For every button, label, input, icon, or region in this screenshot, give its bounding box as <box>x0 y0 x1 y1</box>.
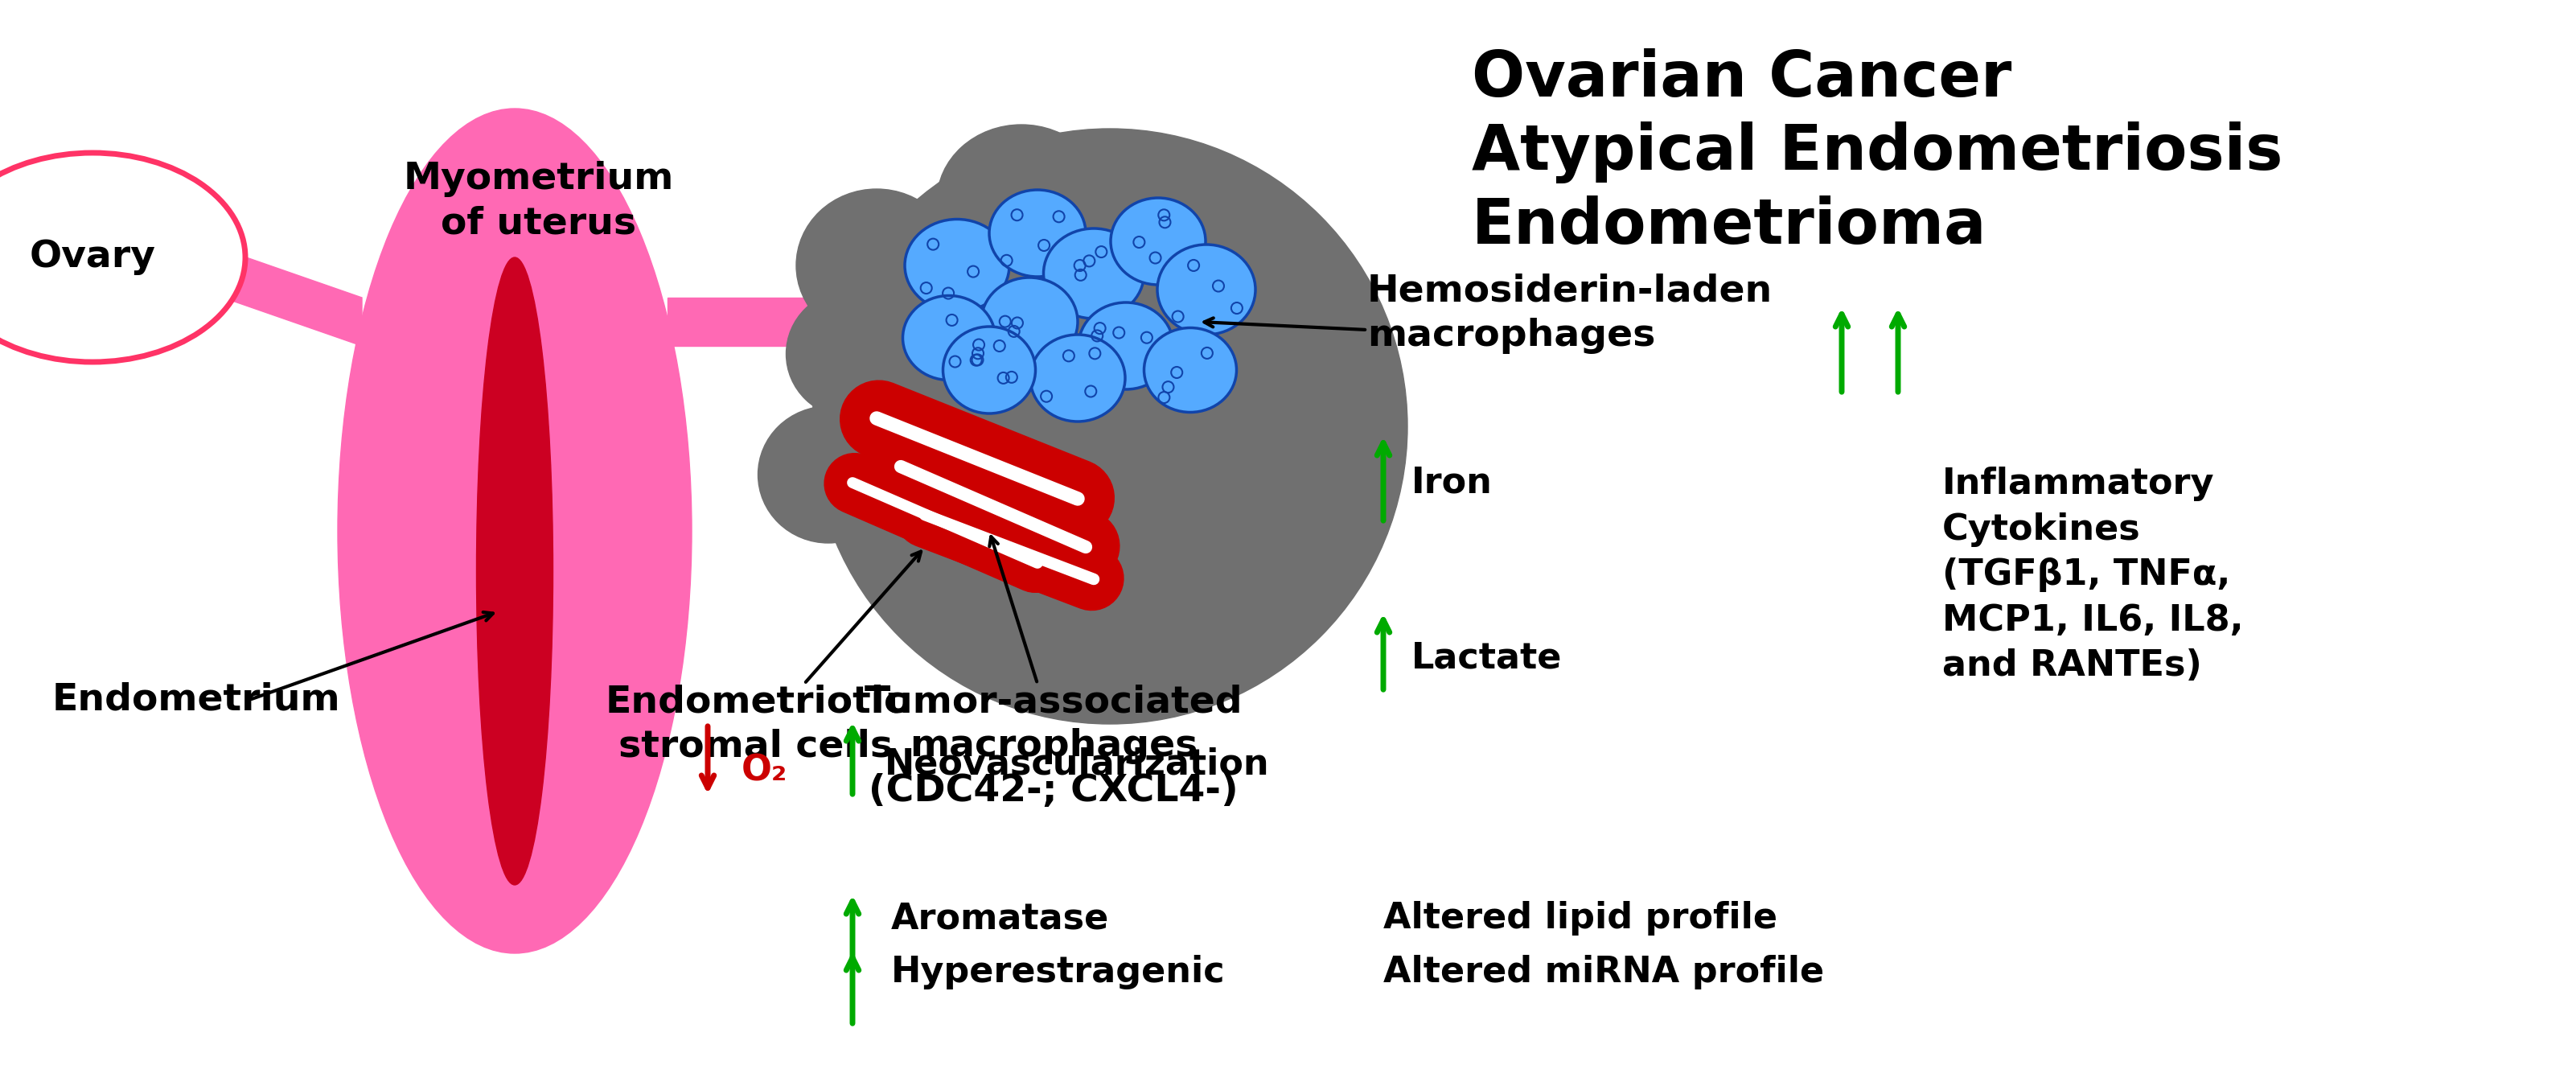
Text: Myometrium
of uterus: Myometrium of uterus <box>404 161 675 242</box>
Text: Aromatase
Hyperestragenic: Aromatase Hyperestragenic <box>891 901 1226 990</box>
Ellipse shape <box>477 257 554 885</box>
Ellipse shape <box>981 278 1077 366</box>
Text: Neovascularization: Neovascularization <box>884 747 1270 782</box>
Ellipse shape <box>876 493 1023 633</box>
Ellipse shape <box>796 189 958 342</box>
Ellipse shape <box>1079 302 1175 389</box>
Polygon shape <box>667 298 853 346</box>
Ellipse shape <box>1167 473 1324 621</box>
Ellipse shape <box>1105 171 1275 328</box>
Ellipse shape <box>0 153 245 362</box>
Text: Tumor-associated
macrophages
(CDC42-; CXCL4-): Tumor-associated macrophages (CDC42-; CX… <box>866 683 1242 809</box>
Text: Inflammatory
Cytokines
(TGFβ1, TNFα,
MCP1, IL6, IL8,
and RANTEs): Inflammatory Cytokines (TGFβ1, TNFα, MCP… <box>1942 467 2244 683</box>
Ellipse shape <box>1190 318 1352 471</box>
Ellipse shape <box>1110 198 1206 284</box>
Ellipse shape <box>1030 335 1126 422</box>
Ellipse shape <box>938 124 1105 278</box>
Ellipse shape <box>832 330 984 474</box>
Ellipse shape <box>943 327 1036 413</box>
FancyArrowPatch shape <box>878 420 1077 498</box>
Text: Endometrium: Endometrium <box>52 681 340 718</box>
Ellipse shape <box>902 295 994 380</box>
Text: Lactate: Lactate <box>1412 641 1561 676</box>
FancyArrowPatch shape <box>902 468 1084 546</box>
Ellipse shape <box>337 109 690 954</box>
Ellipse shape <box>1030 523 1190 668</box>
Text: Hemosiderin-laden
macrophages: Hemosiderin-laden macrophages <box>1368 274 1772 354</box>
Polygon shape <box>178 233 361 346</box>
Ellipse shape <box>989 190 1084 277</box>
Ellipse shape <box>904 219 1010 312</box>
FancyArrowPatch shape <box>927 516 1092 579</box>
Text: Ovary: Ovary <box>28 240 155 276</box>
Text: Ovarian Cancer
Atypical Endometriosis
Endometrioma: Ovarian Cancer Atypical Endometriosis En… <box>1471 48 2282 256</box>
Ellipse shape <box>1043 229 1144 318</box>
Circle shape <box>811 129 1406 724</box>
Text: Iron: Iron <box>1412 465 1492 500</box>
Ellipse shape <box>1144 328 1236 412</box>
FancyArrowPatch shape <box>855 484 1036 562</box>
Text: Altered lipid profile
Altered miRNA profile: Altered lipid profile Altered miRNA prof… <box>1383 901 1824 990</box>
Ellipse shape <box>1157 244 1255 335</box>
Text: Endometriotic
stromal cells: Endometriotic stromal cells <box>605 683 907 764</box>
Ellipse shape <box>757 407 899 543</box>
Text: O₂: O₂ <box>742 753 788 788</box>
Ellipse shape <box>786 290 920 419</box>
